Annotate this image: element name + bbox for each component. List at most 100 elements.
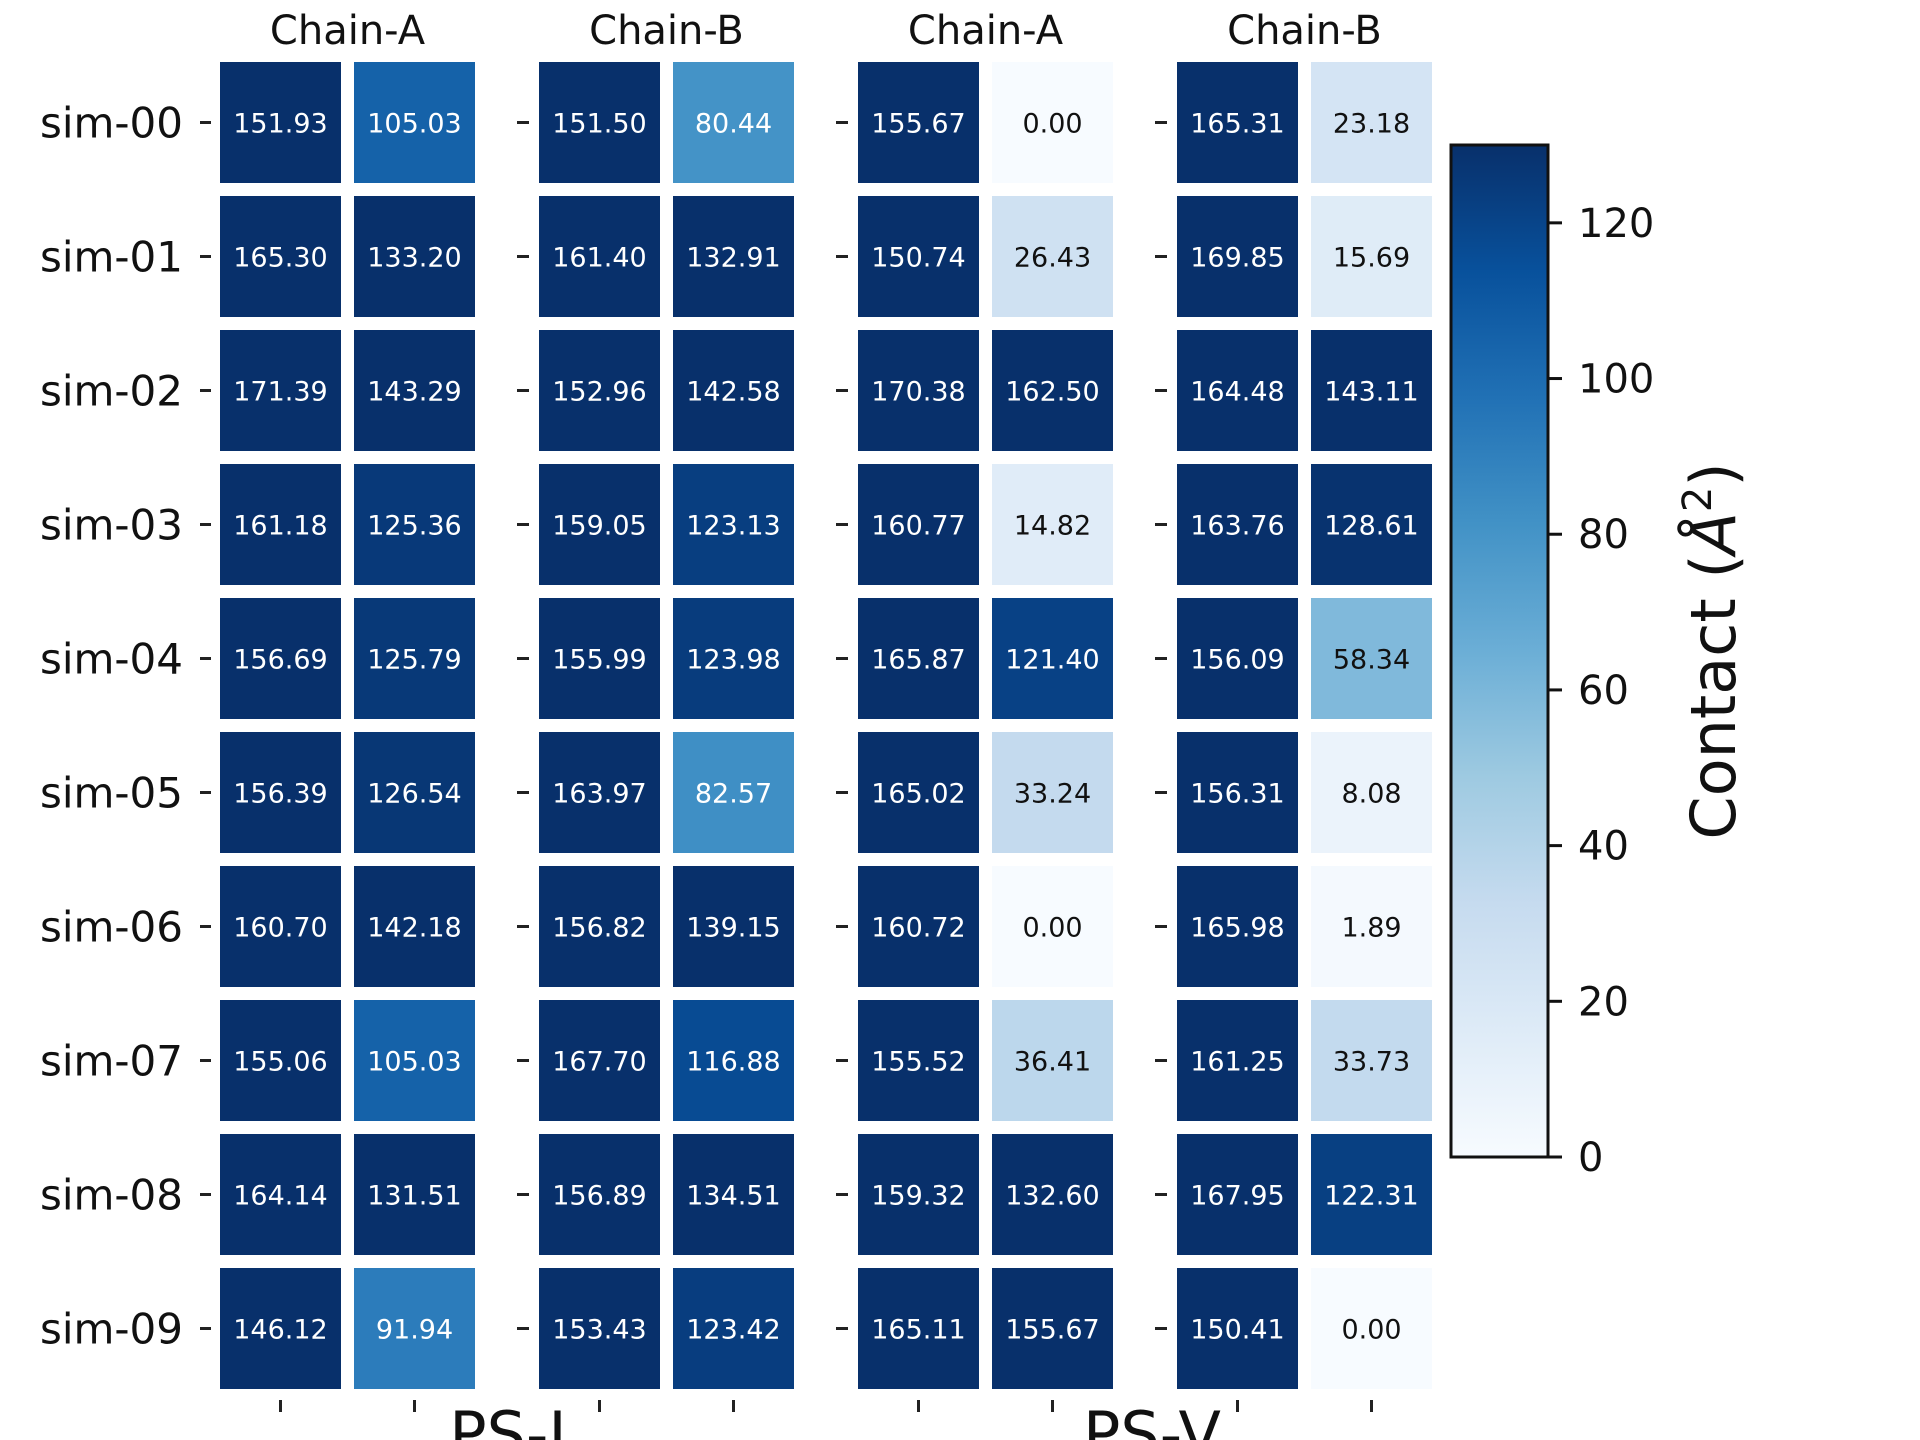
heatmap-cell — [539, 732, 660, 853]
row-label: sim-06 — [40, 903, 183, 952]
heatmap-cell — [354, 1134, 475, 1255]
heatmap-cell — [220, 732, 341, 853]
heatmap-cell — [220, 1134, 341, 1255]
heatmap-cell — [220, 866, 341, 987]
heatmap-cells — [220, 62, 1432, 1389]
cell-value-label: 156.09 — [1190, 645, 1284, 676]
cell-value-label: 155.67 — [1005, 1315, 1099, 1346]
heatmap-cell — [992, 464, 1113, 585]
cell-value-label: 133.20 — [367, 243, 461, 274]
colorbar-label: Contact (Å2) — [1675, 462, 1750, 839]
cell-value-label: 0.00 — [1022, 109, 1082, 140]
heatmap-cell — [1311, 330, 1432, 451]
heatmap-cell — [858, 330, 979, 451]
heatmap-cell — [1177, 1268, 1298, 1389]
cell-value-label: 126.54 — [367, 779, 461, 810]
row-label: sim-05 — [40, 769, 183, 818]
heatmap-cell — [539, 196, 660, 317]
heatmap-cell — [539, 464, 660, 585]
cell-value-label: 132.60 — [1005, 1181, 1099, 1212]
cell-value-label: 162.50 — [1005, 377, 1099, 408]
cell-value-label: 143.29 — [367, 377, 461, 408]
cell-value-label: 156.31 — [1190, 779, 1284, 810]
cell-value-label: 156.82 — [552, 913, 646, 944]
cell-value-label: 155.52 — [871, 1047, 965, 1078]
heatmap-cell — [1177, 598, 1298, 719]
group-title: Chain-A — [270, 8, 426, 54]
colorbar-gradient — [1451, 145, 1548, 1157]
heatmap-cell — [858, 598, 979, 719]
heatmap-cell — [220, 464, 341, 585]
cell-value-label: 161.40 — [552, 243, 646, 274]
heatmap-cell — [220, 598, 341, 719]
cell-value-label: 142.18 — [367, 913, 461, 944]
heatmap-cell — [1177, 330, 1298, 451]
cell-value-label: 15.69 — [1333, 243, 1410, 274]
section-label: PS-V — [1083, 1398, 1221, 1440]
cell-value-label: 123.13 — [686, 511, 780, 542]
cell-value-label: 165.87 — [871, 645, 965, 676]
heatmap-cell — [1311, 62, 1432, 183]
cell-value-label: 153.43 — [552, 1315, 646, 1346]
heatmap-cell — [1311, 196, 1432, 317]
cell-value-label: 105.03 — [367, 109, 461, 140]
cell-value-label: 165.98 — [1190, 913, 1284, 944]
cell-value-label: 0.00 — [1341, 1315, 1401, 1346]
heatmap-cell — [1311, 866, 1432, 987]
heatmap-cell — [1177, 464, 1298, 585]
cell-value-label: 156.39 — [233, 779, 327, 810]
group-title: Chain-B — [1227, 8, 1382, 54]
cell-value-label: 165.30 — [233, 243, 327, 274]
cell-value-label: 0.00 — [1022, 913, 1082, 944]
colorbar-tick-label: 20 — [1578, 979, 1629, 1025]
heatmap-cell — [1311, 1268, 1432, 1389]
heatmap-cell — [992, 732, 1113, 853]
heatmap-cell — [673, 330, 794, 451]
cell-value-label: 151.93 — [233, 109, 327, 140]
heatmap-cell — [858, 464, 979, 585]
cell-value-label: 152.96 — [552, 377, 646, 408]
group-title: Chain-A — [908, 8, 1064, 54]
heatmap-cell — [1311, 598, 1432, 719]
cell-value-label: 164.14 — [233, 1181, 327, 1212]
row-label: sim-00 — [40, 99, 183, 148]
cell-value-label: 146.12 — [233, 1315, 327, 1346]
heatmap-cell — [539, 1268, 660, 1389]
heatmap-cell — [1177, 1000, 1298, 1121]
heatmap-cell — [858, 196, 979, 317]
cell-value-label: 165.02 — [871, 779, 965, 810]
cell-value-label: 160.70 — [233, 913, 327, 944]
cell-value-label: 155.06 — [233, 1047, 327, 1078]
heatmap-cell — [354, 1268, 475, 1389]
cell-value-label: 156.89 — [552, 1181, 646, 1212]
heatmap-labels: 151.93 105.03 165.30 133.20 171.39 143.29 161.… — [40, 8, 1419, 1440]
cell-value-label: 163.97 — [552, 779, 646, 810]
heatmap-cell — [673, 1268, 794, 1389]
row-label: sim-07 — [40, 1037, 183, 1086]
cell-value-label: 123.98 — [686, 645, 780, 676]
cell-value-label: 150.41 — [1190, 1315, 1284, 1346]
heatmap-cell — [858, 732, 979, 853]
heatmap-cell — [992, 62, 1113, 183]
heatmap-cell — [858, 1268, 979, 1389]
cell-value-label: 161.18 — [233, 511, 327, 542]
cell-value-label: 134.51 — [686, 1181, 780, 1212]
heatmap-cell — [354, 330, 475, 451]
cell-value-label: 23.18 — [1333, 109, 1410, 140]
cell-value-label: 14.82 — [1014, 511, 1091, 542]
cell-value-label: 122.31 — [1324, 1181, 1418, 1212]
heatmap-cell — [354, 866, 475, 987]
row-label: sim-08 — [40, 1171, 183, 1220]
cell-value-label: 82.57 — [695, 779, 772, 810]
heatmap-cell — [992, 1000, 1113, 1121]
cell-value-label: 91.94 — [376, 1315, 453, 1346]
heatmap-cell — [673, 866, 794, 987]
cell-value-label: 159.32 — [871, 1181, 965, 1212]
cell-value-label: 132.91 — [686, 243, 780, 274]
heatmap-cell — [858, 1000, 979, 1121]
cell-value-label: 156.69 — [233, 645, 327, 676]
row-label: sim-04 — [40, 635, 183, 684]
cell-value-label: 143.11 — [1324, 377, 1418, 408]
heatmap-cell — [539, 1000, 660, 1121]
cell-value-label: 165.11 — [871, 1315, 965, 1346]
